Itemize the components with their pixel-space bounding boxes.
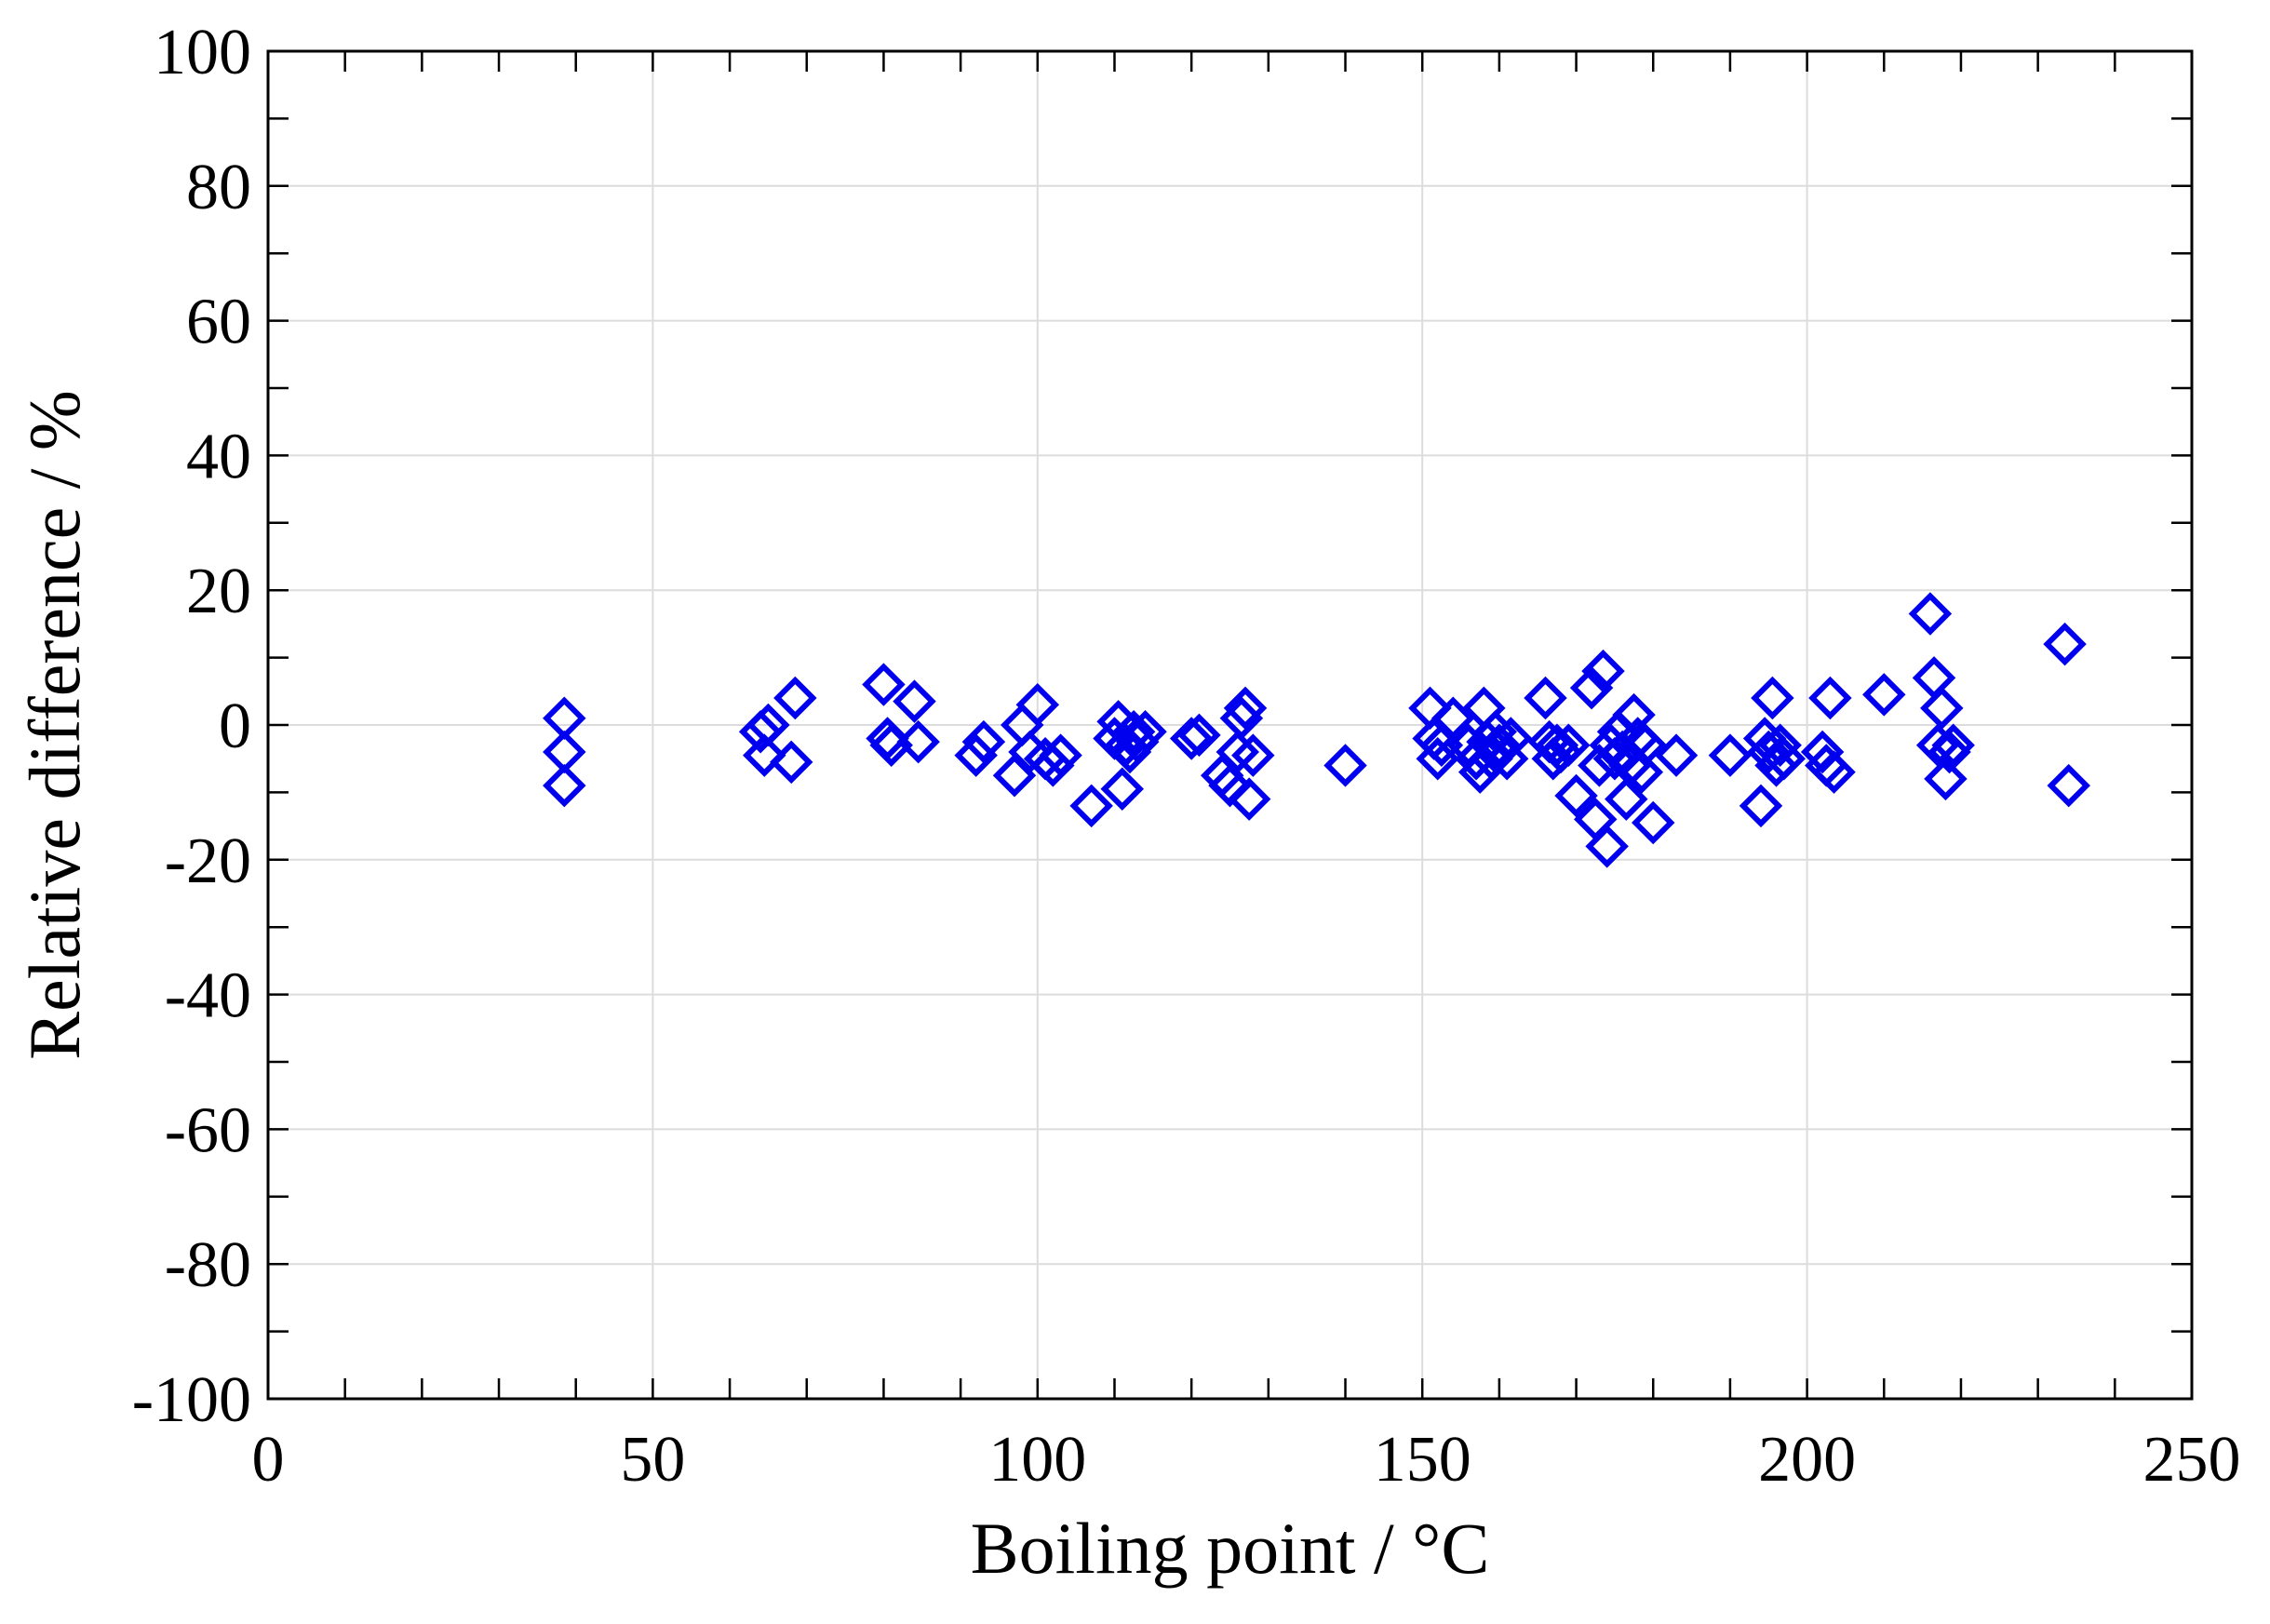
x-tick-label: 200 xyxy=(1758,1424,1856,1496)
y-axis-tick-labels: -100 -80 -60 -40 -20 0 20 40 60 80 100 xyxy=(132,17,251,1436)
data-point xyxy=(2043,622,2087,666)
x-tick-label: 250 xyxy=(2143,1424,2241,1496)
data-point xyxy=(1111,709,1156,754)
data-point xyxy=(1015,683,1060,727)
x-tick-label: 50 xyxy=(620,1424,685,1496)
y-tick-label: -20 xyxy=(165,825,251,897)
x-tick-label: 150 xyxy=(1374,1424,1471,1496)
data-point xyxy=(1100,767,1144,812)
data-points xyxy=(543,592,2090,868)
data-point xyxy=(1216,730,1260,774)
data-point xyxy=(1808,676,1852,720)
data-point xyxy=(2047,763,2090,808)
data-point xyxy=(1912,656,1956,700)
data-point xyxy=(1116,719,1160,764)
x-tick-label: 0 xyxy=(252,1424,285,1496)
data-point xyxy=(1920,686,1964,731)
data-point xyxy=(1123,709,1167,754)
data-point xyxy=(1208,763,1252,808)
y-tick-label: 40 xyxy=(186,421,251,492)
data-point xyxy=(746,703,790,747)
y-tick-label: -100 xyxy=(132,1364,251,1436)
y-axis-title: Relative difference / % xyxy=(14,390,95,1060)
data-point xyxy=(1470,736,1513,781)
data-point xyxy=(1231,733,1275,777)
data-point xyxy=(1739,784,1783,828)
data-point xyxy=(1457,750,1502,794)
y-tick-label: -60 xyxy=(165,1094,251,1166)
data-point xyxy=(1177,713,1221,758)
data-point xyxy=(961,719,1006,764)
data-point xyxy=(1812,750,1856,794)
data-point xyxy=(773,676,817,720)
data-point xyxy=(1323,744,1367,787)
data-point xyxy=(1600,730,1645,774)
y-tick-label: 100 xyxy=(154,17,251,88)
data-point xyxy=(893,679,936,723)
x-axis-tick-labels: 0 50 100 150 200 250 xyxy=(252,1424,2241,1496)
data-point xyxy=(1039,733,1082,777)
data-point xyxy=(1031,744,1075,787)
data-point xyxy=(1619,750,1664,794)
data-point xyxy=(1924,757,1968,801)
data-point xyxy=(1477,723,1522,767)
y-tick-label: 20 xyxy=(186,556,251,627)
data-point xyxy=(1758,723,1802,767)
data-point xyxy=(954,733,998,777)
data-point xyxy=(1069,784,1113,828)
data-point xyxy=(1585,825,1629,868)
x-tick-label: 100 xyxy=(988,1424,1086,1496)
data-point xyxy=(1581,649,1625,693)
data-point xyxy=(1908,592,1953,636)
data-point xyxy=(1547,723,1591,767)
data-point xyxy=(1431,696,1475,741)
y-tick-label: -40 xyxy=(165,960,251,1032)
data-point xyxy=(1605,777,1648,821)
data-point xyxy=(1915,723,1960,767)
data-point xyxy=(1484,736,1529,781)
data-point xyxy=(1569,665,1614,710)
data-point xyxy=(743,733,786,777)
data-point xyxy=(1631,800,1675,845)
data-point xyxy=(1489,717,1533,760)
plot-frame xyxy=(266,49,2194,1401)
data-point xyxy=(1223,686,1268,731)
data-point xyxy=(1554,773,1598,818)
data-point xyxy=(862,663,906,706)
y-tick-label: 60 xyxy=(186,287,251,358)
data-point xyxy=(1751,676,1794,720)
data-point xyxy=(1654,733,1699,777)
data-point xyxy=(1169,717,1214,760)
data-point xyxy=(1227,777,1271,821)
y-tick-label: 80 xyxy=(186,152,251,223)
data-point xyxy=(1862,673,1906,717)
data-point xyxy=(769,740,813,785)
data-point xyxy=(1762,736,1807,781)
data-point xyxy=(896,719,940,764)
y-tick-label: 0 xyxy=(219,691,251,762)
data-point xyxy=(1623,723,1668,767)
data-point xyxy=(1708,733,1753,777)
x-axis-title: Boiling point / °C xyxy=(971,1508,1490,1589)
data-point xyxy=(1931,723,1975,767)
data-point xyxy=(1524,676,1567,720)
y-tick-label: -80 xyxy=(165,1229,251,1301)
data-point xyxy=(543,763,586,808)
data-point xyxy=(1612,692,1656,737)
